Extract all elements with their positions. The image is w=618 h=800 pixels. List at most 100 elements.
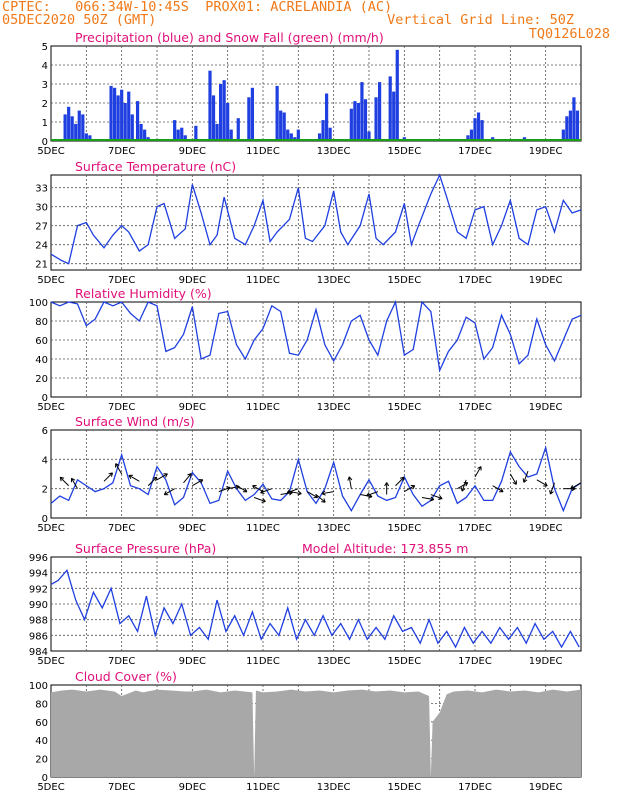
wind-wind-arrowhead <box>262 498 266 502</box>
precip-precip-bar <box>250 87 254 141</box>
cloud-ytick-label-2: 40 <box>35 736 48 747</box>
precip-xtick-label-7: 19DEC <box>529 146 563 157</box>
wind-wind-arrow <box>457 482 468 490</box>
precip-precip-bar <box>183 135 187 141</box>
wind-wind-arrow <box>570 482 582 490</box>
wind-wind-arrowhead <box>460 487 463 492</box>
cloud-xtick-label-4: 13DEC <box>317 782 351 793</box>
precip-precip-bar <box>363 99 368 141</box>
rh-xtick-label-6: 17DEC <box>458 402 492 413</box>
precip-precip-bar <box>219 84 223 141</box>
wind-wind-arrow <box>474 466 482 478</box>
precip-precip-bar <box>353 101 357 141</box>
wind-wind-arrowhead <box>571 488 576 492</box>
wind-xtick-label-4: 13DEC <box>317 523 351 534</box>
wind-ytick-label-0: 0 <box>42 514 48 525</box>
wind-wind-arrow <box>164 488 175 496</box>
precip-precip-bar <box>395 49 399 141</box>
wind-wind-arrow <box>236 485 248 493</box>
temp-plot-frame <box>50 174 582 271</box>
wind-wind-arrowhead <box>152 476 157 479</box>
rh-xtick-label-2: 9DEC <box>179 402 206 413</box>
cloud-xtick-label-6: 17DEC <box>458 782 492 793</box>
precip-precip-bar <box>473 118 477 141</box>
wind-wind-arrowhead <box>461 488 466 492</box>
wind-wind-arrow <box>260 488 273 494</box>
precip-precip-bar <box>120 89 124 141</box>
precip-panel-title: Precipitation (blue) and Snow Fall (gree… <box>75 30 384 45</box>
rh-ytick-label-0: 0 <box>42 393 48 404</box>
precip-xtick-label-5: 15DEC <box>387 146 421 157</box>
rh-xtick-label-0: 5DEC <box>37 402 64 413</box>
precip-precip-bar <box>208 70 212 141</box>
precip-precip-bar <box>226 103 230 141</box>
wind-wind-arrowhead <box>111 472 113 477</box>
wind-xtick-label-3: 11DEC <box>246 523 280 534</box>
wind-wind-arrowhead <box>244 487 248 492</box>
pressure-ytick-label-4: 992 <box>29 584 48 595</box>
wind-wind-arrowhead <box>155 477 158 482</box>
precip-precip-bar <box>143 129 147 141</box>
wind-wind-arrowhead <box>187 473 192 476</box>
pressure-ytick-label-2: 988 <box>29 616 48 627</box>
wind-wind-arrowhead <box>128 475 132 480</box>
wind-wind-arrow <box>289 491 302 495</box>
pressure-xtick-label-1: 7DEC <box>108 656 135 667</box>
precip-precip-bar <box>469 129 474 141</box>
cloud-xtick-label-7: 19DEC <box>529 782 563 793</box>
wind-wind-arrowhead <box>226 486 231 488</box>
rh-xtick-label-5: 15DEC <box>387 402 421 413</box>
cloud-ytick-label-1: 20 <box>35 755 48 766</box>
cloud-ytick-label-5: 100 <box>29 681 48 692</box>
wind-wind-arrow <box>103 472 113 482</box>
precip-precip-bar <box>356 103 360 141</box>
rh-xtick-label-4: 13DEC <box>317 402 351 413</box>
wind-wind-arrow <box>59 476 70 487</box>
precip-precip-bar <box>180 127 184 141</box>
temp-series-line <box>50 173 582 265</box>
wind-wind-arrow <box>252 485 264 493</box>
precip-precip-bar <box>374 97 378 141</box>
wind-wind-arrowhead <box>59 477 62 482</box>
precip-precip-bar <box>476 112 481 141</box>
wind-wind-arrowhead <box>200 479 204 484</box>
wind-wind-arrow <box>461 479 467 492</box>
wind-wind-arrowhead <box>399 476 405 479</box>
temp-ytick-label-4: 33 <box>35 184 48 195</box>
wind-wind-arrowhead <box>386 482 390 487</box>
precip-precip-bar <box>286 129 290 141</box>
wind-wind-arrowhead <box>190 473 192 478</box>
temp-ytick-label-2: 27 <box>35 222 48 233</box>
wind-wind-arrowhead <box>384 482 388 487</box>
wind-wind-arrowhead <box>286 492 292 495</box>
cloud-panel-title: Cloud Cover (%) <box>75 669 177 684</box>
wind-panel-title: Surface Wind (m/s) <box>75 414 195 429</box>
precip-precip-bar <box>296 129 300 141</box>
wind-wind-arrow <box>156 473 168 481</box>
wind-wind-arrow <box>183 473 192 484</box>
precip-xtick-label-3: 11DEC <box>246 146 280 157</box>
wind-wind-arrowhead <box>366 495 371 497</box>
precip-ytick-label-2: 2 <box>42 99 48 110</box>
temp-xtick-label-7: 19DEC <box>529 275 563 286</box>
wind-wind-arrowhead <box>252 485 255 490</box>
wind-wind-arrowhead <box>71 477 76 481</box>
precip-precip-bar <box>194 125 198 141</box>
temp-xtick-label-0: 5DEC <box>37 275 64 286</box>
rh-ytick-label-3: 60 <box>35 336 48 347</box>
temp-ytick-label-1: 24 <box>35 241 48 252</box>
wind-wind-arrowhead <box>108 472 113 475</box>
temp-xtick-label-4: 13DEC <box>317 275 351 286</box>
rh-ytick-label-2: 40 <box>35 355 48 366</box>
pressure-xtick-label-2: 9DEC <box>179 656 206 667</box>
wind-xtick-label-6: 17DEC <box>458 523 492 534</box>
precip-precip-bar <box>211 95 216 141</box>
cloud-xtick-label-1: 7DEC <box>108 782 135 793</box>
precip-precip-bar <box>116 95 120 141</box>
precip-precip-bar <box>328 127 332 141</box>
wind-xtick-label-2: 9DEC <box>179 523 206 534</box>
precip-ytick-label-4: 4 <box>42 61 48 72</box>
precip-precip-bar <box>113 87 117 141</box>
wind-wind-arrowhead <box>60 476 65 479</box>
wind-wind-arrow <box>147 476 158 487</box>
